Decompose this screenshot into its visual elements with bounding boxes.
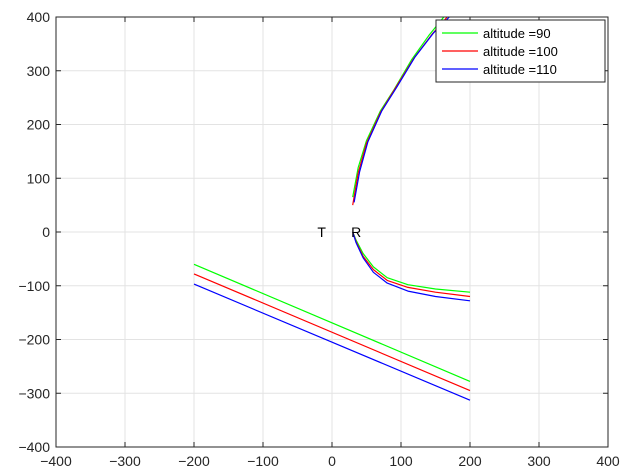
series-line [193,263,471,382]
y-tick-label: 300 [27,63,51,79]
series-line [352,231,471,293]
grid [56,17,608,447]
legend-label: altitude =90 [483,26,551,41]
x-tick-label: 0 [328,453,336,469]
x-tick-label: 100 [389,453,413,469]
series-line [352,231,471,302]
x-tick-label: −300 [109,453,141,469]
annotation-label: T [317,224,326,240]
x-tick-label: 400 [596,453,620,469]
y-tick-label: −200 [18,332,50,348]
y-tick-label: −300 [18,385,50,401]
annotation-label: R [351,224,361,240]
axis-ticks: −400 −300 −200 −100 0 100 200 300 400 −400 −300 −20… [18,9,619,469]
y-tick-label: 200 [27,117,51,133]
x-tick-label: 200 [458,453,482,469]
series-line [353,16,450,203]
legend-label: altitude =100 [483,44,558,59]
y-tick-label: 0 [42,224,50,240]
series-line [193,283,471,401]
x-tick-label: −100 [247,453,279,469]
x-tick-label: −200 [178,453,210,469]
y-tick-label: 100 [27,170,51,186]
series-line [193,273,471,392]
x-tick-label: −400 [40,453,72,469]
y-tick-label: 400 [27,9,51,25]
x-tick-label: 300 [527,453,551,469]
legend-label: altitude =110 [483,62,557,77]
y-tick-label: −400 [18,439,50,455]
y-tick-label: −100 [18,278,50,294]
series-curves [193,16,471,401]
legend: altitude =90 altitude =100 altitude =110 [435,19,606,83]
